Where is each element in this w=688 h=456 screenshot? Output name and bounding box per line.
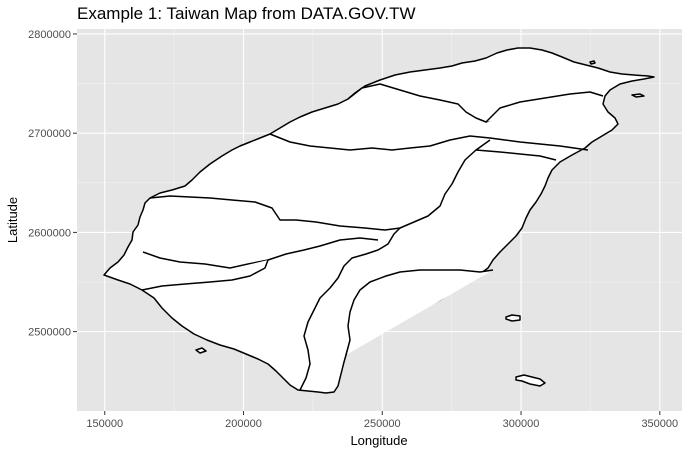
y-tick-label: 2700000 [28,128,71,140]
boundary-taoyuan [269,133,589,151]
x-tick-label: 200000 [225,418,262,430]
boundary-south-east [345,269,494,356]
boundary-central-west [149,139,491,231]
x-tick-label: 250000 [364,418,401,430]
boundary-south-west [141,259,269,291]
x-tick-label: 150000 [86,418,123,430]
y-tick-label: 2600000 [28,227,71,239]
y-axis-label: Latitude [5,197,20,243]
x-tick-label: 350000 [641,418,678,430]
taiwan-regions [103,47,655,394]
x-tick-label: 300000 [503,418,540,430]
boundary-northeast [485,91,604,123]
boundary-south-central [299,227,401,391]
y-tick-label: 2800000 [28,29,71,41]
orchid-island [515,374,546,387]
xiaoliuqiu-island [195,347,207,354]
axes: 150000 200000 250000 300000 350000 2500000 260… [28,29,678,430]
guishan-island [631,93,645,98]
green-island [505,314,521,322]
y-tick-label: 2500000 [28,327,71,339]
northeast-islet [589,60,596,65]
chart-title: Example 1: Taiwan Map from DATA.GOV.TW [77,4,416,23]
x-axis-label: Longitude [350,433,407,448]
boundary-east [475,149,557,161]
